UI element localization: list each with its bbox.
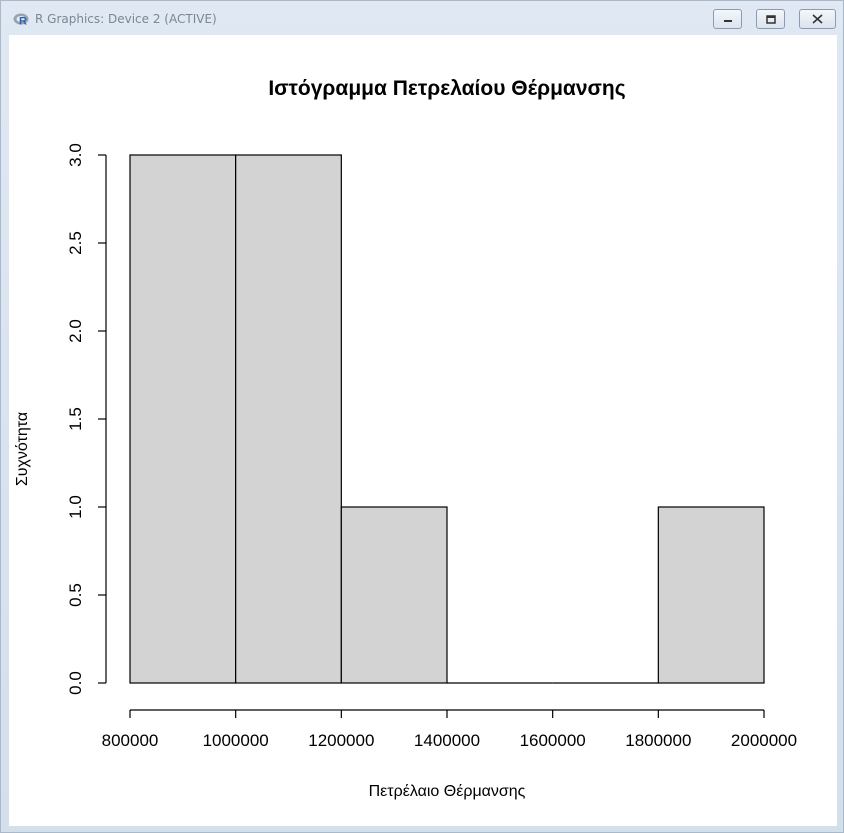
window-title: R Graphics: Device 2 (ACTIVE) xyxy=(35,12,217,26)
y-tick-label: 1.5 xyxy=(66,407,85,431)
x-tick-label: 1400000 xyxy=(414,731,480,750)
chart-title: Ιστόγραμμα Πετρελαίου Θέρμανσης xyxy=(268,77,625,100)
y-tick-label: 3.0 xyxy=(66,143,85,167)
x-tick-label: 1000000 xyxy=(203,731,269,750)
bars-group xyxy=(129,154,765,684)
maximize-icon xyxy=(765,14,776,24)
close-button[interactable] xyxy=(799,9,836,29)
histogram-chart: Ιστόγραμμα Πετρελαίου Θέρμανσης Πετρέλαι… xyxy=(14,77,797,800)
x-tick-label: 1800000 xyxy=(625,731,691,750)
histogram-bar xyxy=(235,154,342,684)
minimize-icon xyxy=(723,20,732,22)
title-bar[interactable]: R R Graphics: Device 2 (ACTIVE) xyxy=(1,1,843,35)
maximize-button[interactable] xyxy=(756,9,785,29)
x-axis-label: Πετρέλαιο Θέρμανσης xyxy=(369,783,526,800)
close-icon xyxy=(812,14,823,24)
x-axis: 800000 1000000 1200000 1400000 1600000 180000… xyxy=(102,709,797,750)
x-tick-label: 1600000 xyxy=(520,731,586,750)
y-tick-label: 2.5 xyxy=(66,231,85,255)
minimize-button[interactable] xyxy=(713,9,742,29)
y-tick-label: 0.5 xyxy=(66,583,85,607)
x-tick-label: 1200000 xyxy=(308,731,374,750)
y-tick-label: 1.0 xyxy=(66,495,85,519)
y-tick-label: 2.0 xyxy=(66,319,85,343)
plot-area: Ιστόγραμμα Πετρελαίου Θέρμανσης Πετρέλαι… xyxy=(9,35,837,826)
histogram-bar xyxy=(657,506,765,684)
x-tick-label: 800000 xyxy=(102,731,159,750)
svg-text:R: R xyxy=(19,16,27,27)
r-logo-icon: R xyxy=(13,13,29,27)
y-tick-label: 0.0 xyxy=(66,671,85,695)
histogram-bar xyxy=(129,154,237,684)
x-tick-label: 2000000 xyxy=(731,731,797,750)
histogram-bar xyxy=(340,506,448,684)
y-axis-label: Συχνότητα xyxy=(14,412,31,486)
y-axis: 0.0 0.5 1.0 1.5 2.0 2.5 3.0 xyxy=(66,143,107,695)
